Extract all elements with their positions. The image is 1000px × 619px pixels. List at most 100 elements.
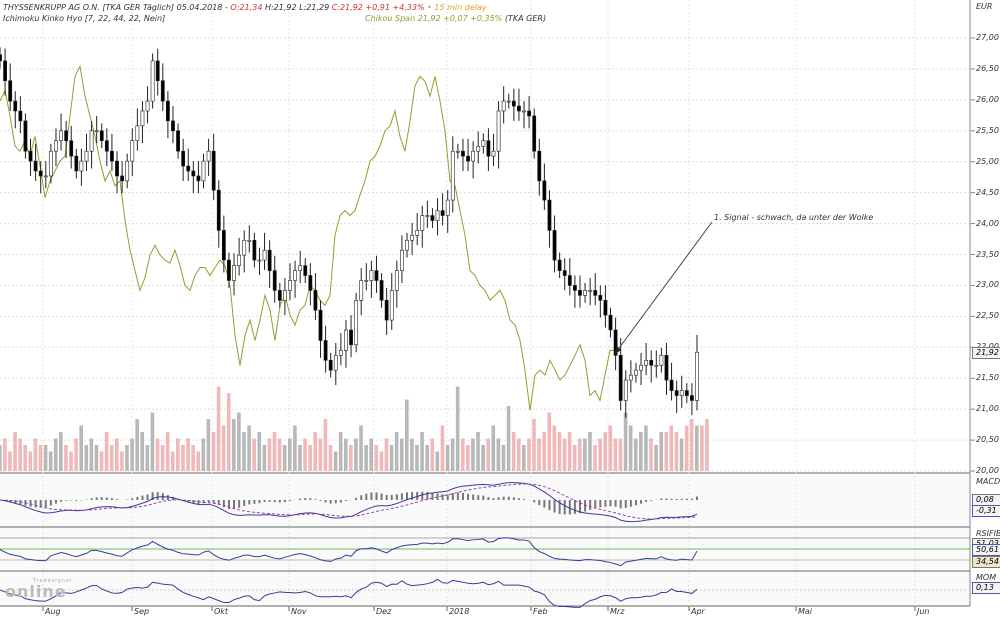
macd-histogram-bar xyxy=(512,497,515,500)
chikou-span-line xyxy=(0,64,615,411)
candle-body xyxy=(664,355,669,381)
candle-body xyxy=(211,150,216,191)
volume-bar xyxy=(384,438,389,471)
candle-body xyxy=(349,329,353,346)
candle-body xyxy=(410,235,414,241)
month-label: Mrz xyxy=(610,607,625,616)
volume-bar xyxy=(48,451,53,471)
candle-body xyxy=(359,280,364,301)
month-label: Dez xyxy=(376,607,392,616)
candle-body xyxy=(389,290,394,321)
candle-body xyxy=(496,110,501,152)
candle-body xyxy=(171,120,175,132)
volume-bar xyxy=(323,419,328,471)
volume-bar xyxy=(354,438,358,471)
volume-bar xyxy=(262,445,267,471)
candle-body xyxy=(466,155,470,162)
macd-histogram-bar xyxy=(629,500,632,507)
candle-body xyxy=(374,270,379,281)
candle-body xyxy=(283,290,287,301)
volume-bar xyxy=(242,432,246,471)
macd-histogram-bar xyxy=(375,492,378,500)
momentum-line xyxy=(0,578,698,608)
candle-body xyxy=(679,390,684,396)
volume-bar xyxy=(94,445,99,471)
volume-bar xyxy=(18,438,22,471)
candle-body xyxy=(23,120,28,152)
macd-histogram-bar xyxy=(278,500,281,503)
macd-histogram-bar xyxy=(49,500,52,506)
volume-bar xyxy=(700,425,704,471)
macd-histogram-bar xyxy=(233,500,236,509)
currency-label: EUR xyxy=(976,2,993,11)
macd-histogram-bar xyxy=(400,493,403,500)
candle-body xyxy=(160,80,165,102)
candle-body xyxy=(405,239,409,251)
candle-body xyxy=(196,175,201,182)
volume-bar xyxy=(252,438,256,471)
macd-histogram-bar xyxy=(299,498,302,500)
candle-body xyxy=(232,265,236,281)
macd-histogram-bar xyxy=(339,500,342,503)
candle-body xyxy=(588,290,593,292)
candle-body xyxy=(435,210,440,221)
volume-bar xyxy=(445,445,450,471)
volume-bar xyxy=(399,438,404,471)
macd-histogram-bar xyxy=(497,497,500,500)
macd-histogram-bar xyxy=(609,500,612,507)
volume-bar xyxy=(389,445,394,471)
volume-bar xyxy=(583,438,587,471)
volume-bar xyxy=(420,432,424,471)
chikou-symbol: (TKA GER) xyxy=(502,14,547,23)
macd-histogram-bar xyxy=(39,500,42,508)
candle-body xyxy=(562,270,567,276)
volume-bar xyxy=(415,445,419,471)
macd-histogram-bar xyxy=(650,500,653,501)
price-tag: 21,92 xyxy=(972,347,1000,359)
macd-histogram-bar xyxy=(614,500,617,507)
candle-body xyxy=(430,215,435,221)
candle-body xyxy=(221,230,226,261)
volume-bar xyxy=(486,438,491,471)
volume-bar xyxy=(0,445,2,471)
volume-bar xyxy=(435,451,440,471)
volume-bar xyxy=(84,445,89,471)
volume-bar xyxy=(598,438,602,471)
volume-bar xyxy=(115,438,119,471)
macd-histogram-bar xyxy=(171,496,174,500)
candle-body xyxy=(8,80,13,102)
macd-histogram-bar xyxy=(675,499,678,500)
candle-body xyxy=(28,150,33,162)
macd-histogram-bar xyxy=(202,500,205,504)
volume-bar xyxy=(333,451,338,471)
candle-body xyxy=(48,150,53,177)
close-value: C:21,92 +0,91 +4,33% xyxy=(331,3,425,12)
volume-bar xyxy=(64,445,68,471)
macd-histogram-bar xyxy=(105,497,108,500)
y-tick-label: 25,00 xyxy=(976,156,999,166)
y-tick-label: 24,50 xyxy=(976,187,999,197)
candle-body xyxy=(33,160,38,172)
mom-tag: 0,13 xyxy=(972,582,1000,594)
volume-bar xyxy=(206,419,211,471)
volume-bar xyxy=(69,451,73,471)
candle-body xyxy=(400,249,404,271)
macd-histogram-bar xyxy=(243,500,246,506)
macd-histogram-bar xyxy=(44,500,47,508)
candle-body xyxy=(379,280,384,301)
month-label: Sep xyxy=(134,607,150,616)
volume-bar xyxy=(120,451,124,471)
macd-histogram-bar xyxy=(268,500,271,502)
macd-histogram-bar xyxy=(696,496,698,500)
volume-bar xyxy=(338,432,343,471)
candle-body xyxy=(262,249,267,261)
macd-histogram-bar xyxy=(116,499,119,500)
month-label: Jun xyxy=(917,607,930,616)
macd-histogram-bar xyxy=(100,497,103,500)
macd-histogram-bar xyxy=(151,492,154,500)
volume-bar xyxy=(364,445,368,471)
volume-bar xyxy=(135,419,139,471)
logo: Tradesignal online xyxy=(5,578,71,601)
macd-histogram-bar xyxy=(95,497,98,500)
